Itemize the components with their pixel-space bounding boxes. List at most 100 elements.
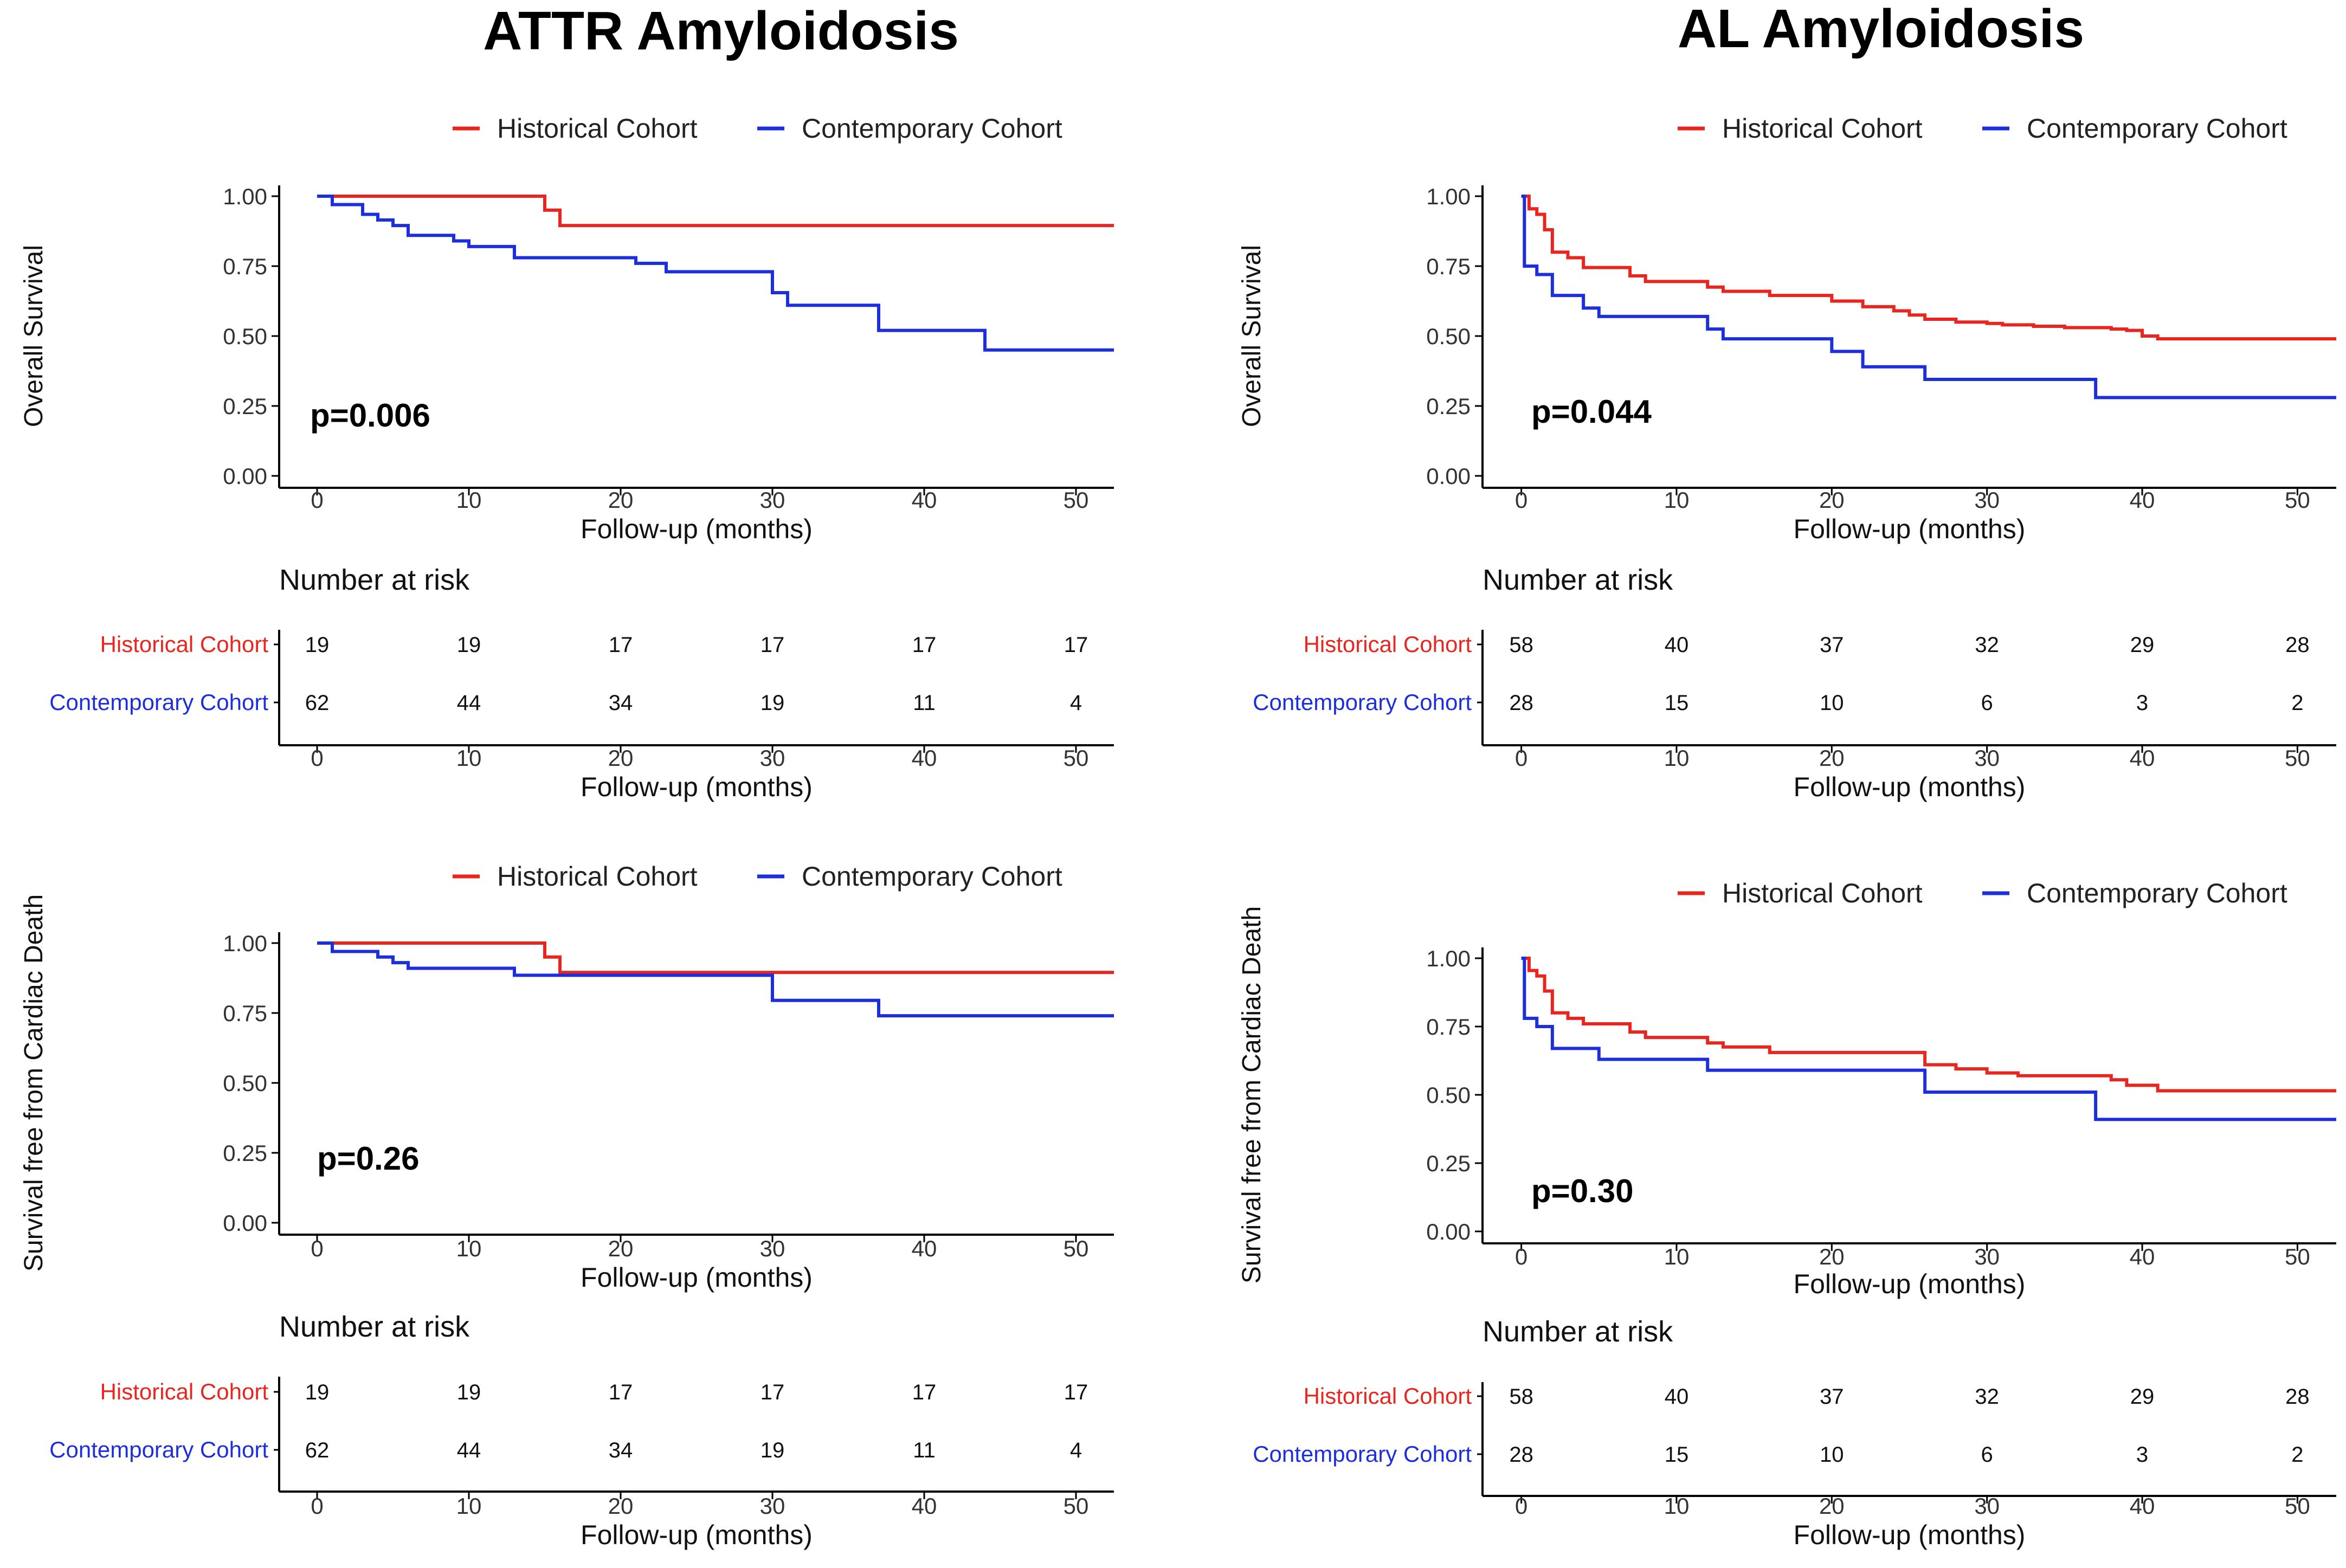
attr-os-risk-row-label-0: Historical Cohort: [100, 631, 269, 657]
al-cd-risk-xtick-label-0: 0: [1515, 1493, 1528, 1519]
attr-os-xtick-label-2: 20: [608, 487, 634, 513]
al-cd-risk-xtick-label-1: 10: [1664, 1493, 1690, 1519]
al-cd-risk-value-1-2: 10: [1820, 1443, 1844, 1467]
attr-cd-risk-value-1-2: 34: [609, 1438, 633, 1462]
al-os-risk-value-1-2: 10: [1820, 691, 1844, 715]
attr-cd-risk-row-label-1: Contemporary Cohort: [49, 1437, 268, 1462]
attr-cd-risk-value-1-4: 11: [913, 1438, 936, 1462]
al-cd-ytick-label-3: 0.75: [1426, 1014, 1471, 1040]
al-os-xtick-label-2: 20: [1819, 487, 1845, 513]
attr-cd-risk-value-1-1: 44: [457, 1438, 481, 1462]
attr-cd-xtick-label-3: 30: [760, 1236, 785, 1261]
attr-os-x-label: Follow-up (months): [581, 514, 813, 544]
attr-cd-risk-title: Number at risk: [279, 1311, 470, 1343]
al-os-x-label: Follow-up (months): [1794, 514, 2026, 544]
al-os-legend-label-1: Contemporary Cohort: [2027, 113, 2287, 144]
attr-cd-risk-value-0-1: 19: [457, 1380, 481, 1404]
al-cd-risk-value-1-1: 15: [1665, 1443, 1689, 1467]
attr-cd-xtick-label-4: 40: [912, 1236, 937, 1261]
attr-os-ytick-label-0: 0.00: [223, 463, 267, 489]
al-cd-xtick-label-2: 20: [1819, 1244, 1845, 1269]
attr-os-risk-value-0-0: 19: [305, 633, 330, 657]
al-cd-ytick-label-4: 1.00: [1426, 946, 1471, 971]
attr-os-xtick-label-5: 50: [1064, 487, 1089, 513]
al-cd-risk-value-1-3: 6: [1981, 1443, 1993, 1467]
attr-os-xtick-label-1: 10: [456, 487, 482, 513]
attr-os-risk-xtick-label-2: 20: [608, 745, 634, 771]
attr-os-risk-value-1-3: 19: [760, 691, 785, 715]
attr-cd-risk-xtick-label-4: 40: [912, 1493, 937, 1519]
attr-os-risk-value-0-1: 19: [457, 633, 481, 657]
al-cd-xtick-label-4: 40: [2130, 1244, 2155, 1269]
al-cd-legend-label-0: Historical Cohort: [1722, 878, 1923, 908]
al-os-risk-xtick-label-0: 0: [1515, 745, 1528, 771]
attr-os-legend-label-0: Historical Cohort: [497, 113, 698, 144]
attr-os-risk-x-label: Follow-up (months): [581, 772, 813, 802]
al-os-risk-x-label: Follow-up (months): [1794, 772, 2026, 802]
al-column-title: AL Amyloidosis: [1677, 0, 2085, 59]
attr-cd-risk-value-1-0: 62: [305, 1438, 330, 1462]
al-os-risk-title: Number at risk: [1483, 564, 1673, 596]
al-os-risk-value-1-4: 3: [2136, 691, 2148, 715]
al-os-pvalue: p=0.044: [1531, 393, 1652, 430]
al-os-risk-value-0-1: 40: [1665, 633, 1689, 657]
al-os-risk-xtick-label-3: 30: [1974, 745, 2000, 771]
attr-column-title: ATTR Amyloidosis: [483, 1, 959, 61]
attr-cd-xtick-label-2: 20: [608, 1236, 634, 1261]
attr-cd-ytick-label-2: 0.50: [223, 1070, 267, 1096]
al-os-risk-value-0-0: 58: [1509, 633, 1533, 657]
al-cd-risk-value-0-3: 32: [1975, 1385, 1999, 1409]
al-cd-risk-value-0-4: 29: [2130, 1385, 2155, 1409]
al-os-risk-value-1-0: 28: [1509, 691, 1533, 715]
attr-os-risk-title: Number at risk: [279, 564, 470, 596]
attr-cd-risk-value-0-5: 17: [1064, 1380, 1088, 1404]
attr-cd-risk-value-1-5: 4: [1070, 1438, 1082, 1462]
attr-os-risk-xtick-label-5: 50: [1064, 745, 1089, 771]
al-os-risk-value-0-5: 28: [2285, 633, 2310, 657]
attr-os-risk-xtick-label-4: 40: [912, 745, 937, 771]
attr-cd-y-label: Survival free from Cardiac Death: [20, 894, 48, 1272]
al-os-risk-row-label-1: Contemporary Cohort: [1253, 689, 1472, 715]
attr-cd-series-historical: [317, 941, 1114, 975]
attr-os-legend-label-1: Contemporary Cohort: [802, 113, 1062, 144]
al-cd-risk-x-label: Follow-up (months): [1794, 1520, 2026, 1550]
attr-cd-xtick-label-5: 50: [1064, 1236, 1089, 1261]
attr-cd-ytick-label-1: 0.25: [223, 1140, 267, 1166]
al-os-ytick-label-1: 0.25: [1426, 393, 1471, 419]
attr-os-risk-value-0-4: 17: [912, 633, 937, 657]
attr-os-pvalue: p=0.006: [310, 397, 430, 434]
attr-cd-risk-value-0-0: 19: [305, 1380, 330, 1404]
attr-cd-risk-x-label: Follow-up (months): [581, 1520, 813, 1550]
attr-os-ytick-label-4: 1.00: [223, 184, 267, 209]
al-os-risk-xtick-label-4: 40: [2130, 745, 2155, 771]
al-os-risk-value-1-1: 15: [1665, 691, 1689, 715]
al-os-risk-value-0-3: 32: [1975, 633, 1999, 657]
attr-os-risk-xtick-label-0: 0: [311, 745, 323, 771]
al-cd-y-label: Survival free from Cardiac Death: [1238, 906, 1266, 1283]
attr-os-risk-value-1-0: 62: [305, 691, 330, 715]
al-os-ytick-label-4: 1.00: [1426, 184, 1471, 209]
al-cd-legend-label-1: Contemporary Cohort: [2027, 878, 2287, 908]
al-cd-risk-value-1-0: 28: [1509, 1443, 1533, 1467]
attr-os-xtick-label-0: 0: [311, 487, 323, 513]
attr-cd-ytick-label-0: 0.00: [223, 1210, 267, 1236]
al-os-y-label: Overall Survival: [1238, 245, 1266, 427]
attr-cd-risk-value-1-3: 19: [760, 1438, 785, 1462]
al-os-risk-xtick-label-1: 10: [1664, 745, 1690, 771]
al-os-risk-value-1-3: 6: [1981, 691, 1993, 715]
attr-os-risk-xtick-label-3: 30: [760, 745, 785, 771]
al-cd-risk-value-0-0: 58: [1509, 1385, 1533, 1409]
al-os-risk-xtick-label-2: 20: [1819, 745, 1845, 771]
al-os-risk-value-0-4: 29: [2130, 633, 2155, 657]
al-cd-risk-xtick-label-3: 30: [1974, 1493, 2000, 1519]
attr-os-xtick-label-3: 30: [760, 487, 785, 513]
attr-cd-risk-value-0-3: 17: [760, 1380, 785, 1404]
attr-os-risk-value-0-5: 17: [1064, 633, 1088, 657]
attr-os-risk-xtick-label-1: 10: [456, 745, 482, 771]
attr-os-risk-value-0-2: 17: [609, 633, 633, 657]
al-cd-risk-title: Number at risk: [1483, 1315, 1673, 1348]
al-os-xtick-label-1: 10: [1664, 487, 1690, 513]
attr-cd-risk-xtick-label-1: 10: [456, 1493, 482, 1519]
al-cd-risk-value-0-2: 37: [1820, 1385, 1844, 1409]
al-cd-risk-value-1-4: 3: [2136, 1443, 2148, 1467]
